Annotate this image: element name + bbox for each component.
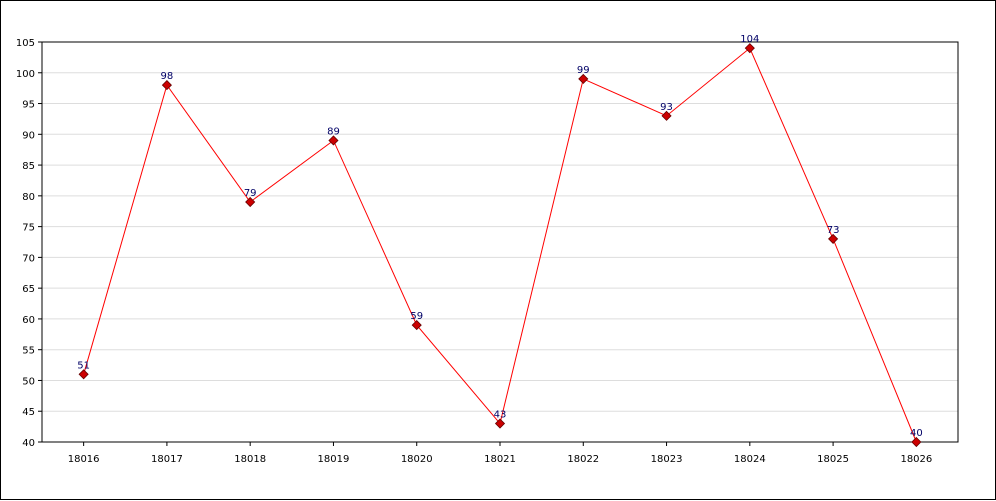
axis-layer: 40 45 50 55 60 65 70 75 80 85 90 95 100 105 18016 18017… — [16, 38, 959, 465]
data-label-18023: 93 — [660, 102, 673, 113]
x-tick-label-18018: 18018 — [234, 454, 266, 465]
data-point-18016 — [78, 369, 89, 380]
y-tick-label-95: 95 — [22, 100, 35, 111]
x-tick-label-18024: 18024 — [734, 454, 766, 465]
data-point-18021 — [494, 418, 506, 429]
data-point-layer — [78, 43, 922, 448]
data-point-18024 — [744, 43, 755, 54]
x-tick-label-18016: 18016 — [68, 454, 100, 465]
data-label-18019: 89 — [327, 126, 340, 137]
y-tick-label-45: 45 — [22, 407, 35, 418]
data-label-18017: 98 — [161, 71, 174, 82]
x-tick-label-18022: 18022 — [567, 454, 599, 465]
data-point-18026 — [911, 436, 922, 448]
y-tick-label-90: 90 — [22, 130, 35, 141]
data-label-18026: 40 — [910, 428, 923, 439]
y-tick-label-70: 70 — [22, 253, 35, 264]
x-tick-label-18017: 18017 — [151, 454, 183, 465]
grid-layer — [42, 72, 958, 412]
data-label-18020: 59 — [410, 311, 423, 322]
data-label-18022: 99 — [577, 65, 590, 76]
y-tick-label-80: 80 — [22, 192, 35, 203]
x-tick-label-18019: 18019 — [318, 454, 350, 465]
x-tick-label-18023: 18023 — [651, 454, 683, 465]
y-tick-label-65: 65 — [22, 284, 35, 295]
data-point-18025 — [828, 233, 839, 244]
data-point-18017 — [161, 80, 172, 91]
data-label-18024: 104 — [740, 34, 759, 45]
data-point-18020 — [411, 320, 422, 331]
series-line-layer — [83, 47, 917, 443]
x-tick-label-18025: 18025 — [817, 454, 849, 465]
y-tick-label-40: 40 — [22, 438, 35, 449]
y-tick-label-55: 55 — [22, 346, 35, 357]
data-point-18023 — [661, 110, 672, 121]
data-point-18018 — [245, 196, 256, 208]
x-tick-label-18021: 18021 — [484, 454, 516, 465]
data-label-18021: 43 — [494, 410, 507, 421]
y-tick-label-85: 85 — [22, 161, 35, 172]
y-tick-label-100: 100 — [16, 69, 35, 80]
x-tick-label-18026: 18026 — [900, 454, 932, 465]
data-label-18018: 79 — [244, 188, 257, 199]
series-line-0 — [83, 47, 917, 443]
y-tick-label-105: 105 — [16, 38, 35, 49]
x-tick-label-18020: 18020 — [401, 454, 433, 465]
data-point-18022 — [578, 73, 589, 84]
y-tick-label-60: 60 — [22, 315, 35, 326]
data-point-18019 — [328, 135, 339, 146]
data-label-18016: 51 — [77, 360, 90, 371]
data-label-layer: 51 98 79 89 59 43 99 93 104 73 40 — [77, 34, 922, 439]
data-label-18025: 73 — [827, 225, 840, 236]
y-tick-label-50: 50 — [22, 376, 35, 387]
y-tick-label-75: 75 — [22, 223, 35, 234]
